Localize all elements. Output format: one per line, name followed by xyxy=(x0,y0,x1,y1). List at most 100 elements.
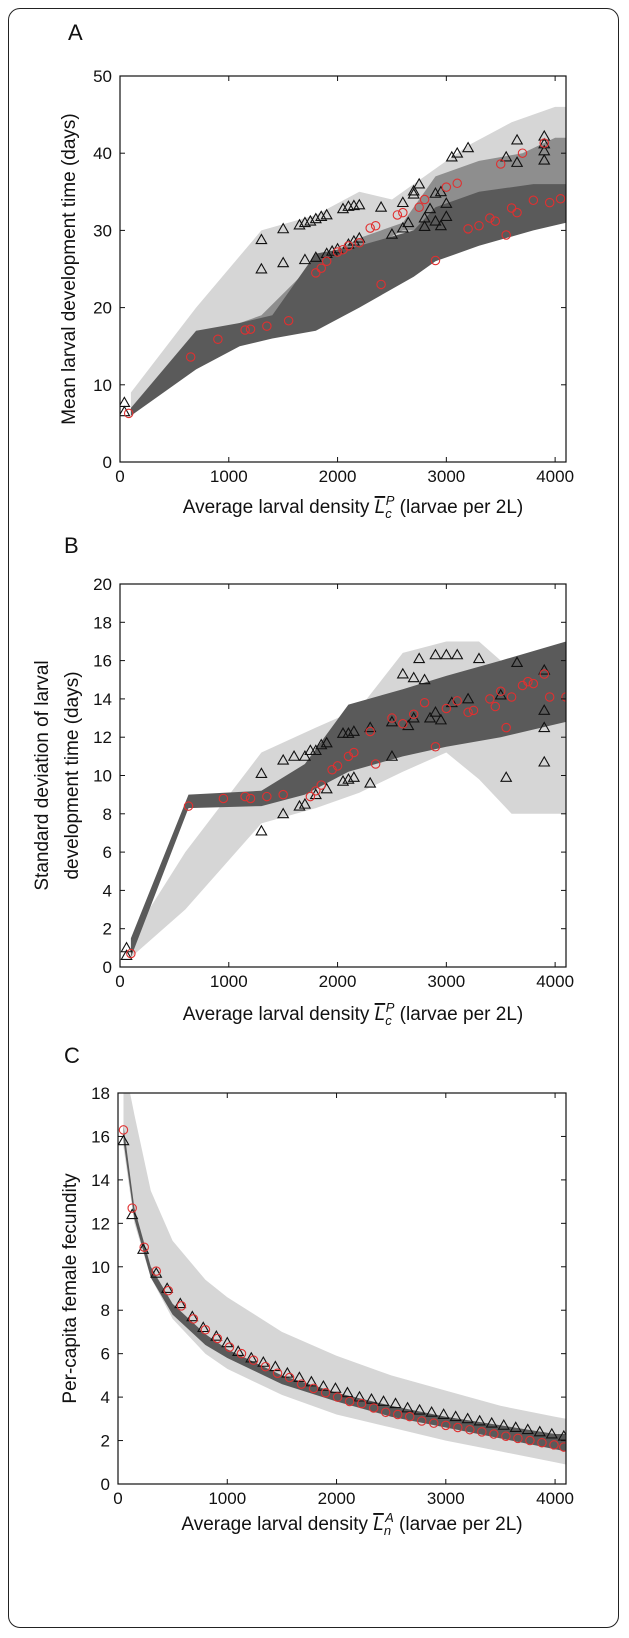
circle-point xyxy=(332,761,343,771)
x-label-unit: (larvae per 2L) xyxy=(394,497,523,518)
triangle-point xyxy=(126,1208,139,1220)
chart-panel-a: 0 1000 2000 3000 4000 0 10 20 30 40 50 A Mean larval… xyxy=(59,20,574,521)
y-tick-label: 16 xyxy=(93,652,112,671)
triangle-point xyxy=(418,673,431,685)
chart-panel-c: 0 1000 2000 3000 4000 0 2 4 6 8 10 12 14 16 18 C Per-cap… xyxy=(60,1043,574,1538)
y-axis-label-line2: development time (days) xyxy=(62,671,83,879)
circle-point xyxy=(320,1388,331,1398)
circle-point xyxy=(392,1409,403,1420)
triangle-point xyxy=(255,262,268,274)
triangle-point xyxy=(221,1336,234,1348)
circle-point xyxy=(430,255,441,266)
triangle-point xyxy=(509,1421,522,1432)
triangle-point xyxy=(309,212,322,224)
circle-point xyxy=(419,194,430,205)
triangle-point xyxy=(374,200,388,212)
triangle-point xyxy=(423,711,437,723)
triangle-point xyxy=(440,210,453,221)
triangle-point xyxy=(336,202,350,214)
triangle-point xyxy=(277,256,290,268)
triangle-point xyxy=(347,725,361,736)
y-tick-label: 0 xyxy=(103,958,112,977)
circle-point xyxy=(387,713,397,723)
triangle-point xyxy=(538,721,551,733)
triangle-point xyxy=(120,949,133,960)
triangle-point xyxy=(396,221,409,233)
y-axis-label: Mean larval development time (days) xyxy=(59,113,80,425)
x-tick-label: 0 xyxy=(115,972,124,991)
circle-point xyxy=(370,759,381,769)
circle-point xyxy=(236,1348,247,1359)
triangle-point xyxy=(437,1408,450,1419)
triangle-point xyxy=(440,648,453,660)
triangle-point xyxy=(309,251,322,262)
triangle-point xyxy=(255,767,268,779)
triangle-point xyxy=(385,227,399,239)
triangle-point xyxy=(538,663,551,675)
circle-point xyxy=(465,1424,475,1435)
triangle-point xyxy=(341,1386,354,1398)
triangle-point xyxy=(255,824,268,836)
x-label-main: Average larval density xyxy=(181,1514,373,1535)
triangle-point xyxy=(510,156,524,167)
circle-point xyxy=(284,1372,295,1383)
y-tick-label: 30 xyxy=(93,221,112,240)
y-tick-label: 2 xyxy=(103,920,112,939)
circle-point xyxy=(506,692,517,702)
circle-point xyxy=(477,1427,487,1437)
circle-point xyxy=(512,207,522,218)
triangle-point xyxy=(385,750,399,761)
circle-point xyxy=(485,694,495,704)
circle-point xyxy=(370,221,381,231)
triangle-point xyxy=(342,727,355,738)
y-tick-label: 20 xyxy=(93,575,112,594)
circle-point xyxy=(316,263,326,273)
triangle-point xyxy=(412,652,426,664)
x-tick-label: 3000 xyxy=(427,972,465,991)
triangle-point xyxy=(445,696,458,708)
triangle-point xyxy=(545,1427,558,1439)
x-tick-label: 2000 xyxy=(319,972,357,991)
circle-point xyxy=(188,1314,199,1324)
circle-point xyxy=(513,1433,523,1444)
triangle-point xyxy=(364,776,377,788)
triangle-point xyxy=(418,220,431,231)
circle-point xyxy=(525,1435,535,1446)
y-tick-label: 4 xyxy=(101,1388,110,1407)
triangle-point xyxy=(434,713,448,725)
circle-point xyxy=(392,210,403,220)
y-tick-label: 18 xyxy=(91,1084,110,1103)
triangle-point xyxy=(281,1366,294,1378)
triangle-point xyxy=(377,1395,390,1406)
axes-box xyxy=(119,75,567,463)
x-label-sup: P xyxy=(386,493,395,508)
triangle-point xyxy=(538,153,551,165)
x-label-sup: A xyxy=(384,1510,394,1525)
circle-point xyxy=(343,241,354,251)
x-tick-label: 0 xyxy=(113,1489,122,1508)
x-tick-label: 3000 xyxy=(427,1489,465,1508)
circle-point xyxy=(118,1125,129,1135)
x-tick-label: 0 xyxy=(115,467,124,486)
triangle-point xyxy=(434,219,448,231)
triangle-point xyxy=(500,771,513,782)
circle-point xyxy=(212,1333,223,1344)
triangle-point xyxy=(407,187,420,199)
circle-point xyxy=(495,686,506,696)
triangle-point xyxy=(389,1397,402,1409)
circle-point xyxy=(240,791,250,802)
triangle-point xyxy=(429,214,442,226)
triangle-point xyxy=(365,1392,378,1404)
axes-box xyxy=(117,1092,567,1485)
circle-point xyxy=(441,182,452,192)
circle-point xyxy=(376,279,386,290)
circle-point xyxy=(539,138,549,148)
triangle-point xyxy=(402,216,415,228)
triangle-point xyxy=(429,648,442,660)
x-label-sub: c xyxy=(385,1013,392,1028)
panel-letter: C xyxy=(64,1043,80,1068)
triangle-point xyxy=(353,198,366,210)
circle-point xyxy=(490,701,501,712)
circle-point xyxy=(262,791,272,802)
circle-point xyxy=(408,709,419,719)
